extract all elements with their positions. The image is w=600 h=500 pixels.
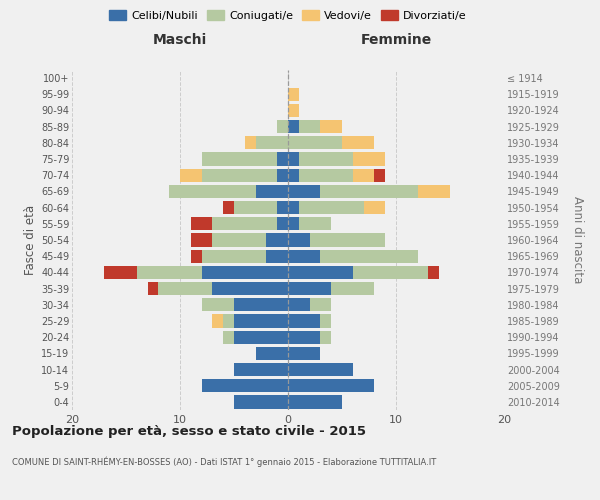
Bar [288, 185, 320, 198]
Bar [288, 217, 299, 230]
Bar [288, 314, 320, 328]
Bar [320, 185, 418, 198]
Bar [137, 266, 202, 279]
Bar [288, 201, 299, 214]
Bar [353, 152, 385, 166]
Bar [299, 120, 320, 134]
Bar [288, 152, 299, 166]
Bar [288, 363, 353, 376]
Bar [288, 298, 310, 312]
Bar [104, 266, 137, 279]
Bar [266, 234, 288, 246]
Bar [223, 330, 234, 344]
Bar [180, 168, 202, 182]
Bar [299, 201, 364, 214]
Bar [288, 168, 299, 182]
Legend: Celibi/Nubili, Coniugati/e, Vedovi/e, Divorziati/e: Celibi/Nubili, Coniugati/e, Vedovi/e, Di… [105, 6, 471, 25]
Bar [202, 379, 288, 392]
Text: Popolazione per età, sesso e stato civile - 2015: Popolazione per età, sesso e stato civil… [12, 425, 366, 438]
Bar [299, 217, 331, 230]
Text: Femmine: Femmine [361, 34, 431, 48]
Bar [223, 314, 234, 328]
Bar [288, 104, 299, 117]
Bar [234, 330, 288, 344]
Bar [277, 120, 288, 134]
Bar [212, 234, 266, 246]
Bar [277, 168, 288, 182]
Bar [234, 201, 277, 214]
Bar [299, 168, 353, 182]
Bar [364, 201, 385, 214]
Bar [202, 250, 266, 263]
Bar [288, 396, 342, 408]
Bar [288, 346, 320, 360]
Bar [353, 168, 374, 182]
Bar [256, 346, 288, 360]
Bar [288, 88, 299, 101]
Bar [374, 168, 385, 182]
Bar [288, 136, 342, 149]
Bar [288, 250, 320, 263]
Bar [299, 152, 353, 166]
Bar [288, 234, 310, 246]
Bar [277, 152, 288, 166]
Bar [277, 201, 288, 214]
Bar [288, 282, 331, 295]
Bar [256, 136, 288, 149]
Text: Maschi: Maschi [153, 34, 207, 48]
Bar [331, 282, 374, 295]
Bar [202, 168, 277, 182]
Bar [256, 185, 288, 198]
Bar [320, 120, 342, 134]
Bar [202, 298, 234, 312]
Bar [234, 363, 288, 376]
Y-axis label: Anni di nascita: Anni di nascita [571, 196, 584, 284]
Bar [191, 217, 212, 230]
Bar [234, 298, 288, 312]
Bar [320, 314, 331, 328]
Bar [266, 250, 288, 263]
Bar [288, 266, 353, 279]
Bar [191, 234, 212, 246]
Bar [288, 330, 320, 344]
Bar [202, 152, 277, 166]
Bar [245, 136, 256, 149]
Bar [310, 234, 385, 246]
Bar [428, 266, 439, 279]
Bar [277, 217, 288, 230]
Y-axis label: Fasce di età: Fasce di età [23, 205, 37, 275]
Bar [212, 282, 288, 295]
Bar [342, 136, 374, 149]
Bar [158, 282, 212, 295]
Bar [234, 314, 288, 328]
Bar [223, 201, 234, 214]
Bar [320, 330, 331, 344]
Bar [353, 266, 428, 279]
Text: COMUNE DI SAINT-RHÉMY-EN-BOSSES (AO) - Dati ISTAT 1° gennaio 2015 - Elaborazione: COMUNE DI SAINT-RHÉMY-EN-BOSSES (AO) - D… [12, 456, 436, 467]
Bar [310, 298, 331, 312]
Bar [288, 379, 374, 392]
Bar [320, 250, 418, 263]
Bar [148, 282, 158, 295]
Bar [191, 250, 202, 263]
Bar [212, 217, 277, 230]
Bar [418, 185, 450, 198]
Bar [212, 314, 223, 328]
Bar [288, 120, 299, 134]
Bar [234, 396, 288, 408]
Bar [202, 266, 288, 279]
Bar [169, 185, 256, 198]
